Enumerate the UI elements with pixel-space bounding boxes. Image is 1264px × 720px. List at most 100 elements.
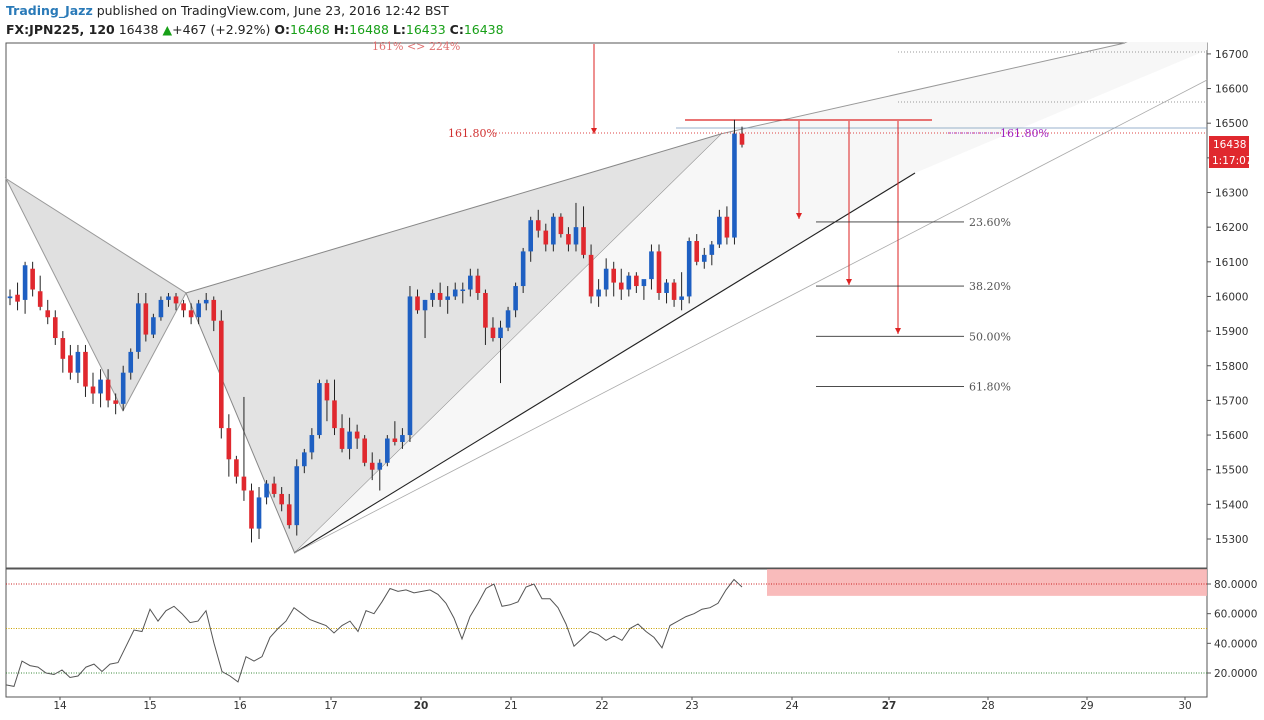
fib-level-label: 23.60% bbox=[969, 216, 1011, 229]
candle-body bbox=[37, 291, 43, 307]
candle-body bbox=[385, 438, 390, 463]
time-axis-label: 23 bbox=[685, 700, 698, 712]
candle-body bbox=[573, 227, 579, 245]
candle-body bbox=[196, 303, 201, 318]
oscillator-axis-label: 60.0000 bbox=[1214, 609, 1257, 621]
annotation-label: 161.80% bbox=[448, 127, 497, 140]
oscillator-axis-label: 80.0000 bbox=[1214, 579, 1257, 591]
candle-body bbox=[437, 292, 443, 300]
candle-body bbox=[60, 338, 66, 359]
countdown-badge bbox=[1209, 152, 1249, 168]
candle-body bbox=[105, 379, 111, 401]
price-change: +467 (+2.92%) bbox=[172, 22, 271, 37]
change-up-icon: ▲ bbox=[162, 22, 173, 37]
close-label: C: bbox=[449, 22, 464, 37]
price-axis-label: 15700 bbox=[1215, 395, 1248, 407]
candle-body bbox=[173, 296, 179, 304]
candle-body bbox=[324, 383, 330, 401]
oscillator-line bbox=[5, 578, 743, 687]
candle-body bbox=[566, 234, 571, 245]
candle-body bbox=[520, 251, 526, 287]
wedge-lower-line bbox=[294, 172, 916, 554]
candle-body bbox=[128, 351, 134, 373]
candle-body bbox=[611, 268, 617, 283]
candle-body bbox=[634, 275, 639, 287]
candle-body bbox=[68, 355, 73, 373]
candle-body bbox=[135, 303, 141, 352]
target-arrowhead bbox=[846, 279, 852, 285]
candle-body bbox=[317, 383, 322, 436]
wedge-outer-line bbox=[294, 79, 1208, 554]
candle-body bbox=[407, 296, 413, 436]
price-axis-label: 15400 bbox=[1215, 499, 1248, 511]
candle-body bbox=[22, 265, 28, 300]
candle-body bbox=[709, 244, 715, 255]
fib-level-label: 61.80% bbox=[969, 381, 1011, 394]
time-axis-label: 15 bbox=[143, 700, 156, 712]
open-label: O: bbox=[274, 22, 290, 37]
price-axis-label: 15900 bbox=[1215, 326, 1248, 338]
open-value: 16468 bbox=[289, 22, 330, 37]
candle-body bbox=[505, 310, 511, 328]
candle-body bbox=[347, 431, 352, 449]
candle-body bbox=[241, 476, 247, 491]
last-price-badge-text: 16438 bbox=[1213, 139, 1246, 151]
candle-body bbox=[422, 299, 428, 311]
candle-body bbox=[468, 275, 473, 290]
candle-body bbox=[717, 216, 722, 245]
candle-body bbox=[45, 310, 51, 318]
candle-body bbox=[641, 279, 647, 287]
candle-body bbox=[309, 435, 315, 453]
candle-body bbox=[686, 241, 692, 297]
candle-body bbox=[143, 303, 149, 335]
candle-body bbox=[30, 268, 35, 290]
price-axis-label: 16300 bbox=[1215, 188, 1248, 200]
fib-level-label: 50.00% bbox=[969, 330, 1011, 343]
candle-body bbox=[211, 299, 217, 321]
candle-body bbox=[452, 289, 458, 297]
annotation-label: 161% <> 224% bbox=[372, 40, 460, 53]
time-axis-label: 16 bbox=[233, 700, 247, 712]
last-price-badge bbox=[1209, 136, 1249, 152]
candle-body bbox=[739, 133, 745, 145]
candle-body bbox=[626, 275, 632, 290]
candle-body bbox=[7, 296, 13, 299]
candle-body bbox=[264, 483, 269, 498]
symbol-label[interactable]: FX:JPN225, 120 bbox=[6, 22, 115, 37]
price-axis-label: 16200 bbox=[1215, 222, 1248, 234]
publish-info: published on TradingView.com, June 23, 2… bbox=[96, 3, 449, 18]
annotation-label: 161.80% bbox=[1000, 127, 1049, 140]
candle-body bbox=[256, 497, 262, 529]
high-label: H: bbox=[333, 22, 350, 37]
time-axis-label: 27 bbox=[882, 700, 897, 712]
candle-body bbox=[98, 379, 103, 394]
candle-body bbox=[271, 483, 277, 494]
price-axis-label: 16700 bbox=[1215, 49, 1248, 61]
price-axis-label: 15300 bbox=[1215, 534, 1248, 546]
author-link[interactable]: Trading_Jazz bbox=[6, 3, 93, 18]
candle-body bbox=[460, 289, 466, 292]
candle-body bbox=[551, 216, 556, 245]
target-arrowhead bbox=[895, 328, 901, 334]
candle-body bbox=[649, 251, 654, 280]
candle-body bbox=[724, 216, 730, 238]
target-arrowhead bbox=[796, 213, 802, 219]
candle-body bbox=[732, 133, 737, 238]
candle-body bbox=[120, 372, 126, 404]
candle-body bbox=[166, 296, 171, 300]
time-axis-label: 30 bbox=[1178, 700, 1191, 712]
price-axis-label: 16000 bbox=[1215, 291, 1248, 303]
close-value: 16438 bbox=[463, 22, 504, 37]
candle-body bbox=[362, 438, 367, 463]
candle-body bbox=[535, 220, 541, 231]
time-axis-label: 20 bbox=[414, 700, 429, 712]
oscillator-axis-label: 40.0000 bbox=[1214, 638, 1257, 650]
candle-body bbox=[218, 320, 224, 429]
candle-body bbox=[656, 251, 662, 293]
candle-body bbox=[286, 504, 292, 526]
price-axis-label: 16500 bbox=[1215, 118, 1248, 130]
countdown-badge-text: 1:17:07 bbox=[1212, 155, 1252, 167]
candle-body bbox=[249, 490, 254, 529]
oscillator-axis-label: 20.0000 bbox=[1214, 668, 1257, 680]
